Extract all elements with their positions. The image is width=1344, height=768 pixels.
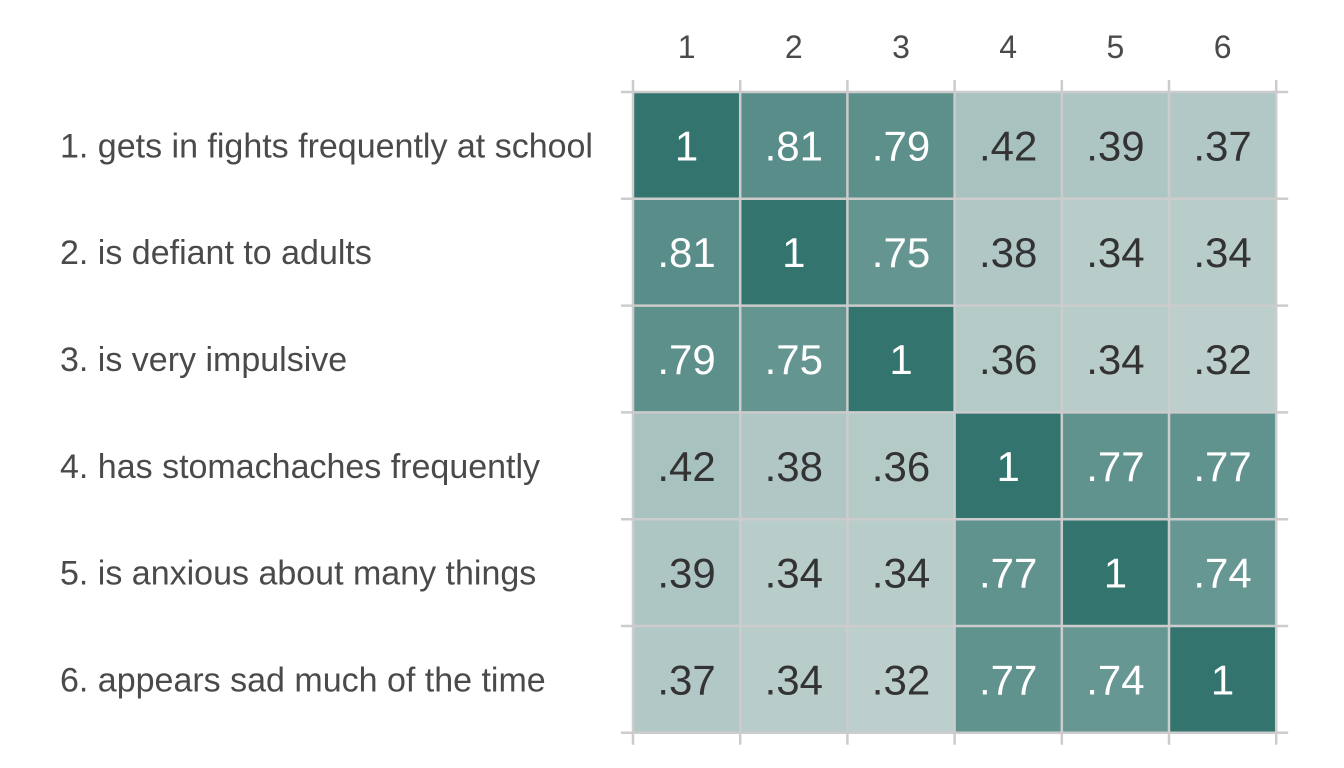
heatmap-cell [1061, 412, 1169, 520]
heatmap-cell [740, 92, 848, 199]
cell-value-label: 1 [997, 443, 1020, 490]
cell-value-label: .34 [1086, 336, 1144, 383]
heatmap-cell [847, 412, 955, 520]
cell-value-label: .36 [872, 443, 930, 490]
cell-value-label: .74 [1193, 550, 1251, 597]
heatmap-cell [847, 305, 955, 413]
cell-value-label: .75 [765, 336, 823, 383]
heatmap-grid [621, 80, 1289, 745]
cell-value-label: .39 [1086, 122, 1144, 169]
heatmap-cell [1169, 305, 1277, 413]
heatmap-cell [847, 198, 955, 306]
cell-value-label: 1 [675, 122, 698, 169]
row-label: 6. appears sad much of the time [60, 661, 546, 699]
heatmap-cell [1061, 519, 1169, 626]
column-label: 2 [785, 29, 803, 65]
cell-value-label: .38 [765, 443, 823, 490]
cell-value-label: .34 [765, 550, 823, 597]
heatmap-cell [633, 626, 741, 733]
heatmap-cell [954, 92, 1062, 199]
column-label: 4 [999, 29, 1017, 65]
cell-value-label: 1 [782, 229, 805, 276]
cell-value-label: .77 [1193, 443, 1251, 490]
cell-value-label: 1 [1104, 550, 1127, 597]
cell-value-label: 1 [1211, 656, 1234, 703]
cell-value-label: .34 [872, 550, 930, 597]
heatmap-cell [1061, 92, 1169, 199]
heatmap-cell [633, 92, 741, 199]
heatmap-cell [633, 412, 741, 520]
column-label: 6 [1214, 29, 1232, 65]
cell-value-label: .42 [979, 122, 1037, 169]
cell-value-label: .34 [1193, 229, 1251, 276]
cell-value-label: 1 [889, 336, 912, 383]
cell-value-label: .36 [979, 336, 1037, 383]
cell-value-label: .37 [657, 656, 715, 703]
cell-value-label: .32 [872, 656, 930, 703]
heatmap-cells [633, 92, 1277, 733]
cell-value-label: .42 [657, 443, 715, 490]
cell-value-label: .74 [1086, 656, 1144, 703]
cell-value-label: .77 [979, 656, 1037, 703]
cell-value-label: .81 [657, 229, 715, 276]
row-label: 1. gets in fights frequently at school [60, 127, 593, 165]
heatmap-cell [1061, 198, 1169, 306]
heatmap-cell [1169, 92, 1277, 199]
heatmap-cell [954, 412, 1062, 520]
cell-value-label: .39 [657, 550, 715, 597]
heatmap-cell [740, 305, 848, 413]
heatmap-cell [954, 626, 1062, 733]
cell-value-label: .77 [979, 550, 1037, 597]
heatmap-cell [1061, 626, 1169, 733]
heatmap-cell [1169, 519, 1277, 626]
cell-value-label: .38 [979, 229, 1037, 276]
heatmap-cell [1169, 198, 1277, 306]
heatmap-cell [740, 198, 848, 306]
row-label: 2. is defiant to adults [60, 234, 372, 272]
heatmap-cell [847, 92, 955, 199]
heatmap-cell [954, 198, 1062, 306]
row-label: 5. is anxious about many things [60, 555, 536, 593]
cell-value-label: .79 [872, 122, 930, 169]
cell-value-label: .77 [1086, 443, 1144, 490]
heatmap-cell [633, 519, 741, 626]
heatmap-cell [1169, 412, 1277, 520]
heatmap-cell [740, 519, 848, 626]
heatmap-value-labels: 1 .81 .79 .42 .39 .37 .81 1 .75 .38 .34 .34 .79 .75 1.… [657, 122, 1251, 703]
column-label: 1 [678, 29, 696, 65]
heatmap-cell [1169, 626, 1277, 733]
heatmap-cell [847, 626, 955, 733]
heatmap-cell [740, 412, 848, 520]
cell-value-label: .81 [765, 122, 823, 169]
heatmap-cell [847, 519, 955, 626]
heatmap-cell [1061, 305, 1169, 413]
heatmap-cell [954, 305, 1062, 413]
row-label: 3. is very impulsive [60, 341, 347, 379]
cell-value-label: .37 [1193, 122, 1251, 169]
cell-value-label: .75 [872, 229, 930, 276]
heatmap-cell [740, 626, 848, 733]
heatmap-cell [954, 519, 1062, 626]
cell-value-label: .32 [1193, 336, 1251, 383]
column-label: 3 [892, 29, 910, 65]
cell-value-label: .79 [657, 336, 715, 383]
heatmap-cell [633, 305, 741, 413]
cell-value-label: .34 [1086, 229, 1144, 276]
cell-value-label: .34 [765, 656, 823, 703]
row-label: 4. has stomachaches frequently [60, 448, 540, 486]
heatmap-cell [633, 198, 741, 306]
column-label: 5 [1107, 29, 1125, 65]
row-labels: 1. gets in fights frequently at school 2.… [60, 127, 593, 699]
column-labels: 1 2 3 4 5 6 [678, 29, 1232, 65]
